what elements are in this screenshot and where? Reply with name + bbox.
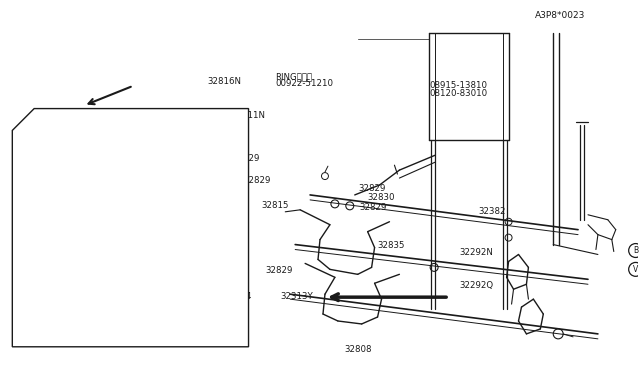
- Text: 32819U: 32819U: [81, 296, 115, 305]
- Text: 32819F: 32819F: [24, 187, 56, 196]
- Text: 32292: 32292: [207, 250, 234, 259]
- Text: 32835: 32835: [192, 275, 219, 284]
- Text: 32829: 32829: [266, 266, 292, 275]
- Text: 32805N: 32805N: [184, 209, 218, 219]
- Text: 32801N: 32801N: [184, 168, 218, 177]
- Text: 32834: 32834: [225, 292, 252, 301]
- Text: 32830: 32830: [184, 217, 211, 226]
- Text: 32818C: 32818C: [29, 227, 63, 235]
- Text: RINGリング: RINGリング: [65, 140, 102, 148]
- Text: 32829: 32829: [360, 203, 387, 212]
- Text: 32829: 32829: [358, 184, 385, 193]
- Text: A3P8*0023: A3P8*0023: [534, 11, 585, 20]
- Text: 32829: 32829: [203, 265, 230, 274]
- Text: 32835: 32835: [377, 241, 404, 250]
- Text: 00922-50400: 00922-50400: [65, 232, 123, 241]
- Text: 32313Y: 32313Y: [280, 292, 314, 301]
- Text: B: B: [633, 246, 638, 255]
- Text: 32830: 32830: [203, 257, 230, 267]
- Text: 08915-13810: 08915-13810: [429, 81, 487, 90]
- Text: 32819G: 32819G: [24, 194, 58, 203]
- Text: 32292N: 32292N: [460, 248, 493, 257]
- Text: 32816N: 32816N: [207, 77, 241, 86]
- Text: RINGリング: RINGリング: [65, 225, 102, 234]
- Text: 32815: 32815: [262, 202, 289, 211]
- Text: 00922-50400: 00922-50400: [65, 146, 123, 155]
- Text: 32829: 32829: [232, 154, 260, 163]
- Text: 32829: 32829: [244, 176, 271, 185]
- Text: 32843M: 32843M: [28, 179, 63, 188]
- Polygon shape: [12, 109, 248, 347]
- Text: V: V: [633, 265, 638, 274]
- Text: FRNT: FRNT: [92, 317, 117, 327]
- Text: 32808: 32808: [344, 345, 372, 354]
- Text: 00922-51210: 00922-51210: [276, 79, 333, 88]
- Text: 32292Q: 32292Q: [460, 281, 494, 290]
- Text: 08120-83010: 08120-83010: [429, 89, 488, 98]
- Text: 32293: 32293: [184, 161, 211, 170]
- Text: 32830: 32830: [367, 193, 394, 202]
- Text: 32810C: 32810C: [28, 172, 61, 181]
- Text: 32811N: 32811N: [231, 111, 265, 121]
- Text: RINGリング: RINGリング: [276, 72, 313, 81]
- Text: 32818M: 32818M: [97, 208, 131, 217]
- Text: 32382: 32382: [479, 207, 506, 217]
